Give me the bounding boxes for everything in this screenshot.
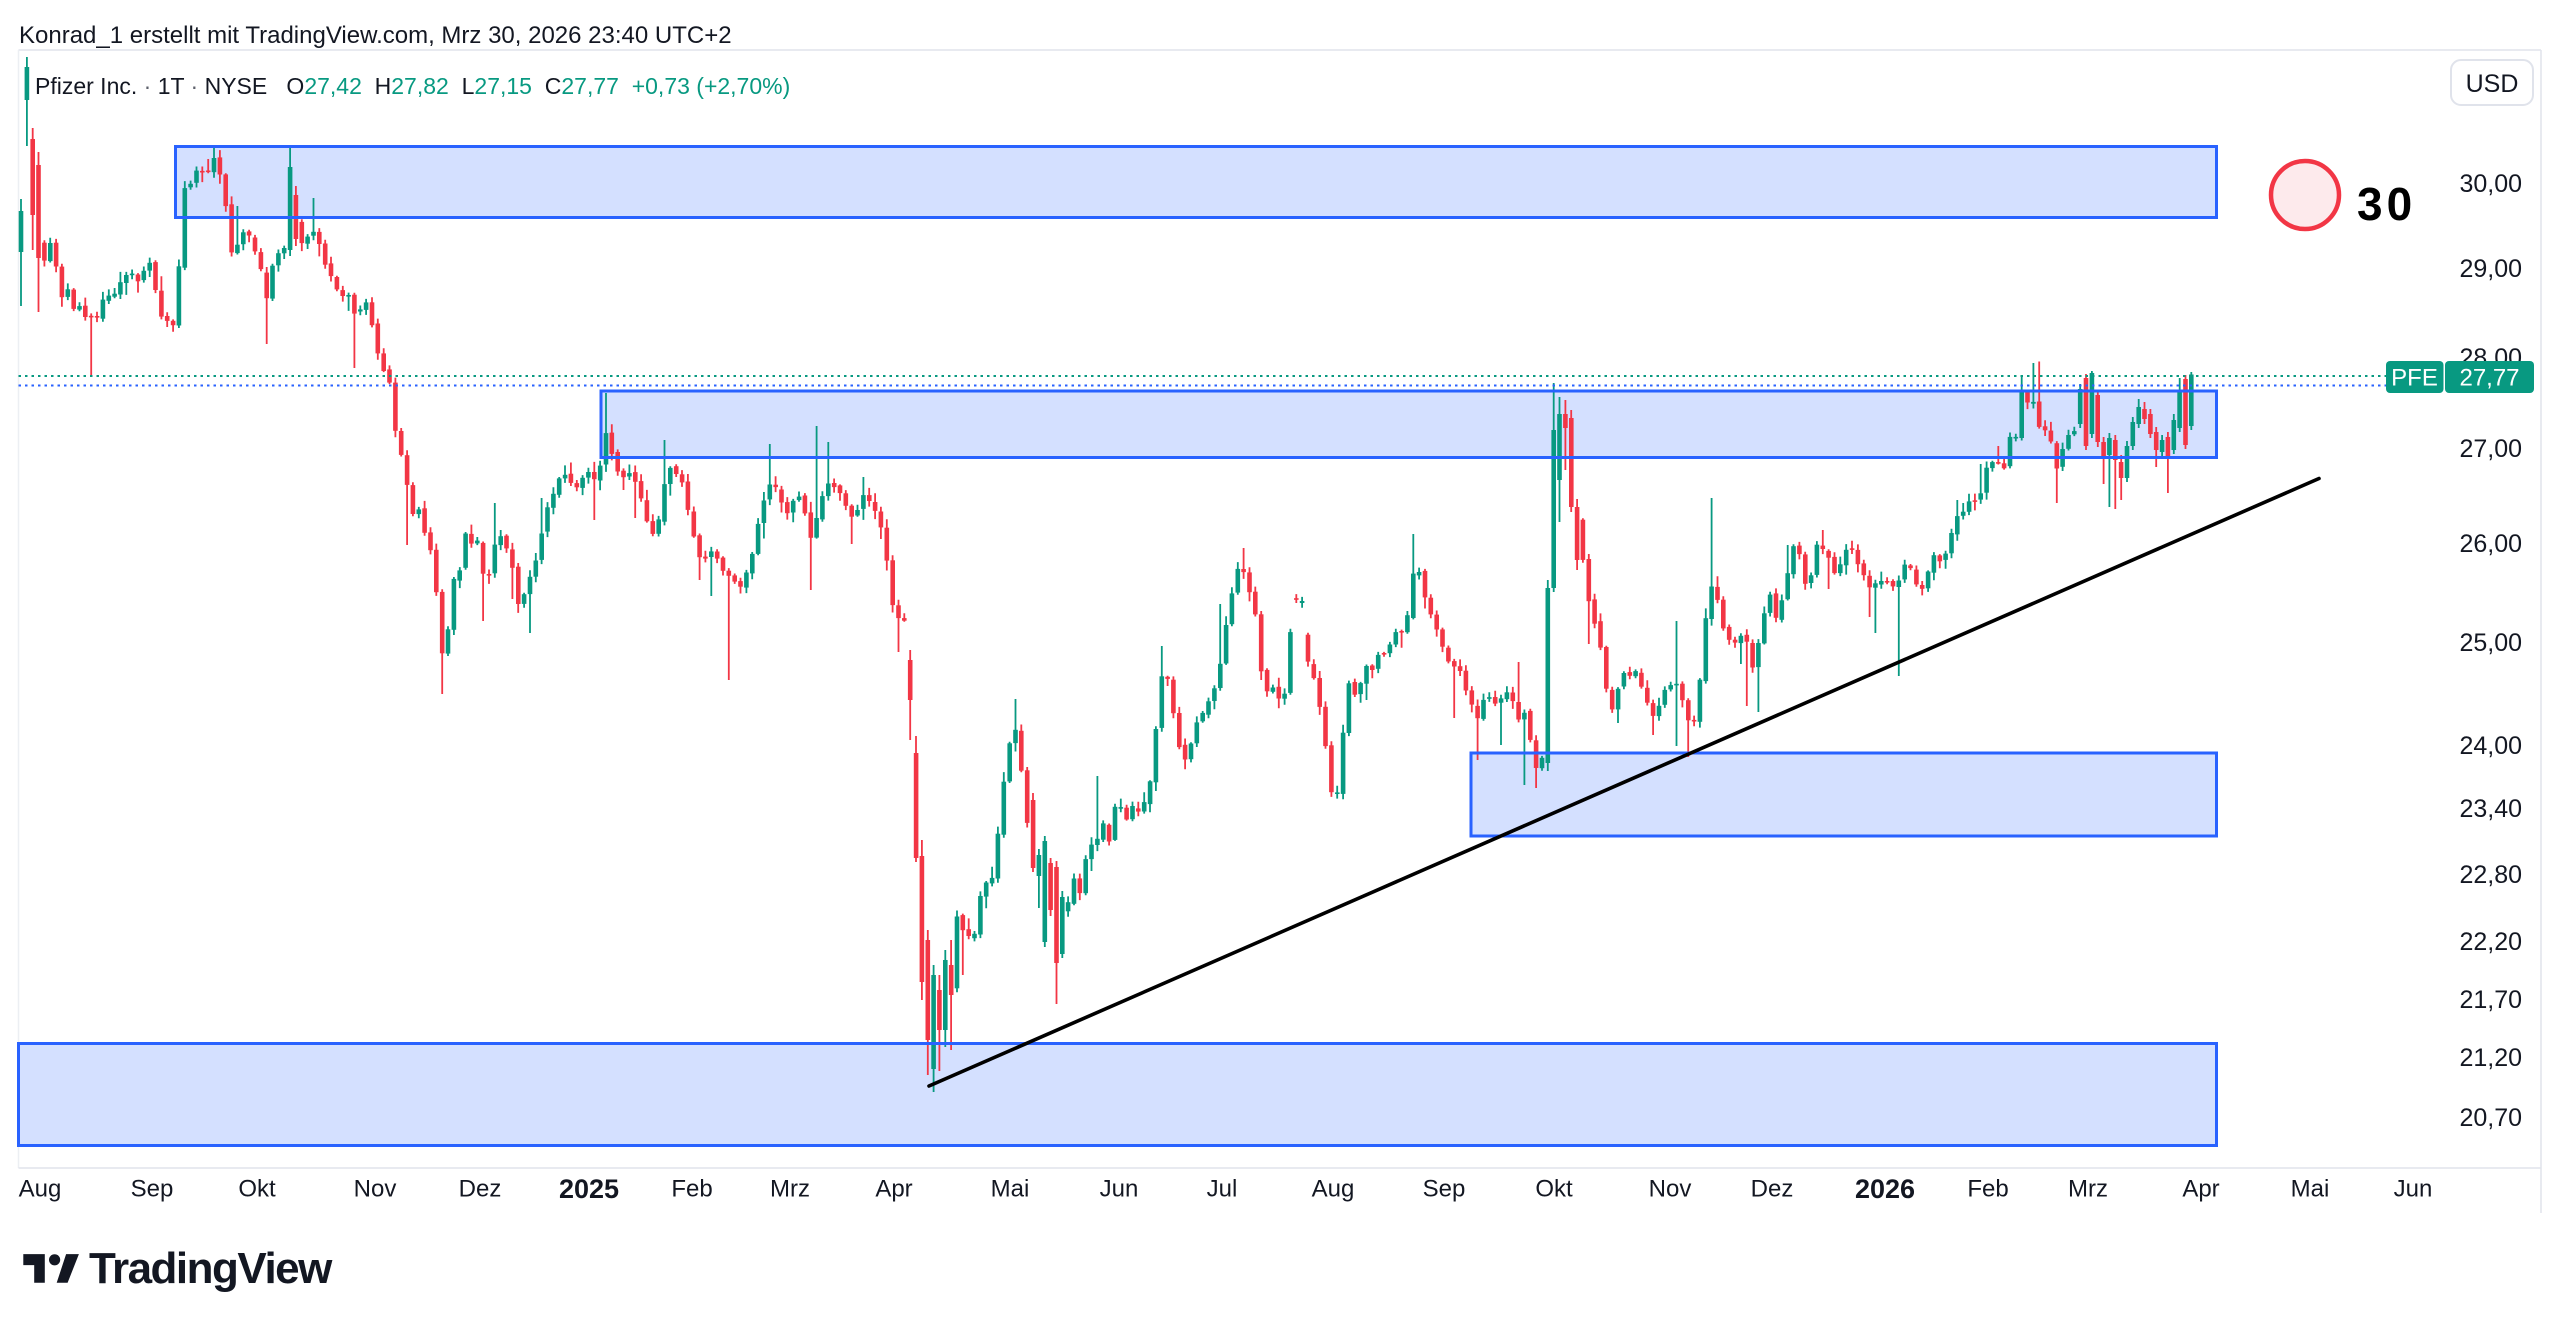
svg-text:26,00: 26,00 bbox=[2459, 530, 2522, 558]
svg-text:Apr: Apr bbox=[875, 1176, 912, 1203]
svg-text:29,00: 29,00 bbox=[2459, 255, 2522, 283]
svg-text:TradingView: TradingView bbox=[89, 1244, 333, 1293]
svg-text:21,20: 21,20 bbox=[2459, 1044, 2522, 1072]
svg-text:30: 30 bbox=[2357, 178, 2416, 230]
svg-text:Mai: Mai bbox=[2291, 1176, 2330, 1203]
svg-text:22,80: 22,80 bbox=[2459, 861, 2522, 889]
svg-text:Jun: Jun bbox=[2394, 1176, 2433, 1203]
svg-text:2025: 2025 bbox=[559, 1174, 619, 1204]
svg-text:Mrz: Mrz bbox=[770, 1176, 810, 1203]
svg-text:Feb: Feb bbox=[1967, 1176, 2008, 1203]
svg-text:24,00: 24,00 bbox=[2459, 732, 2522, 760]
svg-text:22,20: 22,20 bbox=[2459, 928, 2522, 956]
svg-text:Feb: Feb bbox=[671, 1176, 712, 1203]
svg-text:Dez: Dez bbox=[1751, 1176, 1794, 1203]
svg-text:23,40: 23,40 bbox=[2459, 795, 2522, 823]
svg-text:Nov: Nov bbox=[1649, 1176, 1692, 1203]
svg-text:27,00: 27,00 bbox=[2459, 435, 2522, 463]
svg-text:Okt: Okt bbox=[1535, 1176, 1573, 1203]
svg-text:Nov: Nov bbox=[354, 1176, 397, 1203]
svg-text:Dez: Dez bbox=[459, 1176, 502, 1203]
svg-text:27,77: 27,77 bbox=[2459, 365, 2519, 392]
svg-text:Mai: Mai bbox=[991, 1176, 1030, 1203]
svg-text:Sep: Sep bbox=[1423, 1176, 1466, 1203]
svg-text:30,00: 30,00 bbox=[2459, 170, 2522, 198]
svg-text:20,70: 20,70 bbox=[2459, 1104, 2522, 1132]
svg-text:25,00: 25,00 bbox=[2459, 629, 2522, 657]
svg-text:Apr: Apr bbox=[2182, 1176, 2219, 1203]
svg-text:21,70: 21,70 bbox=[2459, 986, 2522, 1014]
svg-text:USD: USD bbox=[2466, 70, 2519, 98]
svg-text:Konrad_1 erstellt mit TradingV: Konrad_1 erstellt mit TradingView.com, M… bbox=[19, 22, 732, 49]
svg-text:Okt: Okt bbox=[238, 1176, 276, 1203]
svg-text:Jun: Jun bbox=[1100, 1176, 1139, 1203]
svg-text:Jul: Jul bbox=[1207, 1176, 1238, 1203]
svg-text:Pfizer Inc. · 1T · NYSE O27,: Pfizer Inc. · 1T · NYSE O27,42 H27,82 L2… bbox=[35, 73, 790, 99]
svg-text:PFE: PFE bbox=[2391, 365, 2438, 392]
svg-text:Mrz: Mrz bbox=[2068, 1176, 2108, 1203]
svg-text:Sep: Sep bbox=[131, 1176, 174, 1203]
svg-text:Aug: Aug bbox=[1312, 1176, 1355, 1203]
svg-text:2026: 2026 bbox=[1855, 1174, 1915, 1204]
svg-text:Aug: Aug bbox=[19, 1176, 62, 1203]
